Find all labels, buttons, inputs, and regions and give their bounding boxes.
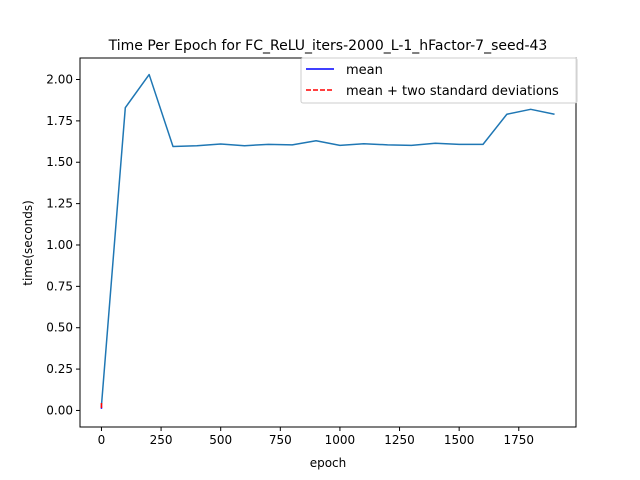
y-tick-label: 1.00 [46, 238, 73, 252]
series-line-0 [100, 73, 555, 406]
y-axis-label: time(seconds) [21, 200, 35, 286]
y-tick-label: 1.25 [46, 197, 73, 211]
y-tick-label: 0.00 [46, 403, 73, 417]
x-tick-label: 1000 [325, 433, 356, 447]
y-tick-label: 2.00 [46, 73, 73, 87]
x-tick-label: 0 [98, 433, 106, 447]
series-layer [100, 73, 555, 409]
y-tick-label: 1.50 [46, 155, 73, 169]
y-tick-label: 0.50 [46, 321, 73, 335]
x-axis: 0 250 500 750 1000 1250 1500 1750 [98, 427, 534, 447]
x-tick-label: 750 [269, 433, 292, 447]
x-tick-label: 250 [150, 433, 173, 447]
legend-two-std-label: mean + two standard deviations [346, 84, 559, 99]
legend-frame [300, 57, 578, 104]
y-tick-label: 0.25 [46, 362, 73, 376]
x-axis-label: epoch [310, 456, 347, 470]
y-tick-label: 1.75 [46, 114, 73, 128]
x-tick-label: 1250 [384, 433, 415, 447]
legend-mean-label: mean [346, 63, 383, 78]
x-tick-label: 500 [209, 433, 232, 447]
y-axis: 0.00 0.25 0.50 0.75 1.00 1.25 1.50 1.75 2.00 [46, 73, 80, 417]
x-tick-label: 1500 [444, 433, 475, 447]
y-tick-label: 0.75 [46, 279, 73, 293]
chart-title: Time Per Epoch for FC_ReLU_iters-2000_L-… [108, 38, 548, 54]
x-tick-label: 1750 [503, 433, 534, 447]
legend: mean mean + two standard deviations [300, 57, 578, 104]
